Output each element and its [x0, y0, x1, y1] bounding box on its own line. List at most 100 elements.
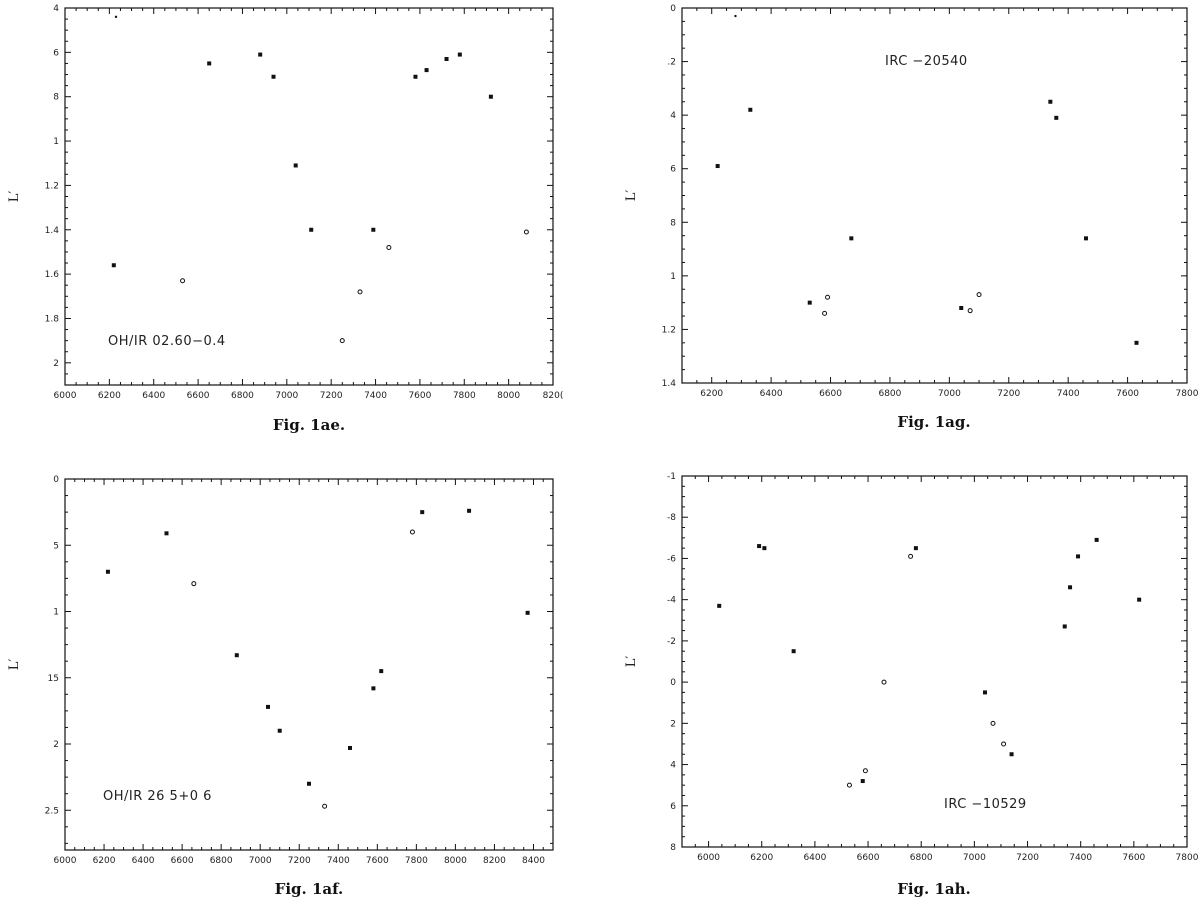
data-point	[386, 245, 392, 251]
x-tick-label: 6000	[697, 853, 720, 863]
x-tick-label: 6800	[878, 389, 901, 399]
y-tick-label: 2	[670, 719, 676, 729]
data-point	[457, 52, 462, 57]
y-tick-label: 8	[53, 93, 59, 103]
data-point	[307, 781, 311, 786]
x-tick-label: 6400	[760, 389, 783, 399]
x-tick-label: 7800	[405, 856, 428, 866]
data-point	[1001, 741, 1007, 747]
y-tick-label: 2	[53, 740, 59, 750]
data-point	[1048, 99, 1053, 104]
data-point	[849, 236, 854, 241]
star-name-annotation: OH/IR 26 5+0 6	[103, 789, 212, 804]
data-point	[266, 704, 271, 709]
x-tick-label: 7400	[1069, 853, 1092, 863]
data-point	[309, 227, 314, 232]
x-tick-label: 6600	[819, 389, 842, 399]
x-tick-label: 7000	[249, 856, 272, 866]
data-point	[347, 745, 352, 750]
data-point	[846, 782, 852, 788]
y-tick-label: 2	[53, 359, 59, 369]
data-point	[762, 546, 767, 551]
chart-panel-ag: 6200 6400 6600 6800 7000 7200 7400 7600 7800 0 .2 4…	[624, 4, 1199, 431]
data-point	[791, 649, 796, 654]
figure-caption: Fig. 1ag.	[897, 413, 970, 431]
data-point	[525, 610, 530, 615]
y-tick-label: 6	[670, 802, 676, 812]
data-point	[717, 603, 722, 608]
chart-panel-ah: 6000 6200 6400 6600 6800 7000 7200 7400 7600 7800…	[624, 472, 1199, 898]
x-tick-label: 7600	[366, 856, 389, 866]
x-tick-label: 6600	[187, 391, 210, 401]
data-point	[1076, 554, 1081, 559]
data-point	[191, 581, 197, 587]
y-tick-label: 8	[670, 218, 676, 228]
data-point	[807, 300, 812, 305]
data-point	[881, 679, 887, 685]
figure-caption: Fig. 1ae.	[273, 416, 345, 434]
y-tick-label: 4	[670, 111, 676, 121]
y-tick-label: 4	[670, 761, 676, 771]
x-tick-label: 6200	[98, 391, 121, 401]
y-tick-label: 1	[53, 137, 59, 147]
data-point	[976, 292, 982, 298]
data-point	[371, 227, 376, 232]
data-point	[523, 229, 529, 235]
data-point	[1068, 585, 1073, 590]
y-axis-label: L′	[624, 190, 639, 202]
y-axis-label: L′	[7, 191, 22, 203]
chart-panel-ae: 6000 6200 6400 6600 6800 7000 7200 7400 7600 7800…	[7, 4, 563, 434]
data-point	[862, 768, 868, 774]
x-tick-label: 6200	[750, 853, 773, 863]
data-point	[409, 529, 415, 535]
x-tick-label: 8400	[522, 856, 545, 866]
data-point	[379, 669, 384, 674]
x-tick-label: 7400	[1057, 389, 1080, 399]
y-tick-label: -1	[667, 472, 676, 482]
data-point	[444, 57, 449, 62]
data-point	[757, 544, 762, 549]
y-tick-label: 0	[670, 4, 676, 14]
data-point	[1054, 115, 1059, 120]
data-point	[357, 289, 363, 295]
data-point	[1084, 236, 1088, 241]
data-point	[413, 74, 418, 79]
x-tick-label: 6800	[910, 853, 933, 863]
y-tick-label: 0	[53, 475, 59, 485]
data-point	[371, 686, 376, 691]
y-tick-label: -2	[667, 637, 676, 647]
y-tick-label: 1	[53, 608, 59, 618]
plot-frame	[681, 475, 1188, 848]
x-tick-label: 7800	[453, 391, 476, 401]
y-tick-label: 1.4	[662, 379, 677, 389]
x-tick-label: 7200	[320, 391, 343, 401]
x-tick-label: 820(	[543, 391, 564, 401]
y-tick-label: 15	[48, 674, 59, 684]
y-tick-label: -6	[667, 554, 676, 564]
data-point	[424, 68, 429, 73]
x-tick-label: 7000	[275, 391, 298, 401]
data-point	[258, 52, 263, 57]
plot-frame	[64, 7, 554, 386]
figure-caption: Fig. 1ah.	[897, 880, 971, 898]
y-tick-label: 5	[53, 541, 59, 551]
figure-caption: Fig. 1af.	[275, 880, 344, 898]
y-tick-label: 4	[53, 4, 59, 14]
data-point	[967, 308, 973, 314]
star-name-annotation: IRC −20540	[885, 54, 968, 69]
star-name-annotation: OH/IR 02.60−0.4	[108, 334, 226, 349]
y-tick-label: 8	[670, 843, 676, 853]
data-point	[271, 74, 276, 79]
data-point	[293, 163, 298, 168]
data-point	[990, 720, 996, 726]
y-tick-label: 1.6	[45, 270, 60, 280]
y-tick-label: .2	[667, 58, 676, 68]
data-point	[234, 653, 239, 658]
y-tick-label: -4	[667, 596, 676, 606]
y-axis-label: L′	[7, 659, 22, 671]
data-point	[207, 61, 212, 66]
y-tick-label: 2.5	[45, 806, 59, 816]
data-point	[488, 94, 493, 99]
x-tick-label: 6400	[803, 853, 826, 863]
data-point	[180, 278, 186, 284]
